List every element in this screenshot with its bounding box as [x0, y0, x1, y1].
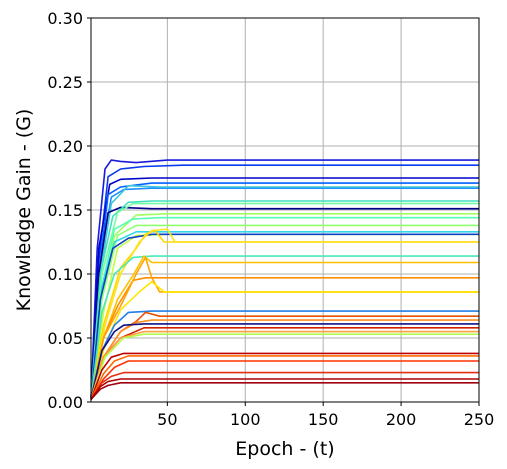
series-line-3 — [90, 177, 479, 400]
y-tick-label: 0.30 — [47, 9, 83, 28]
series-line-15 — [90, 233, 479, 400]
series-line-30 — [90, 352, 479, 400]
grid-lines — [91, 17, 480, 403]
y-tick-label: 0.05 — [47, 329, 83, 348]
series-line-21 — [90, 256, 479, 400]
series-line-12 — [90, 224, 479, 400]
series-line-22 — [90, 280, 479, 400]
series-line-20 — [90, 276, 479, 400]
series-line-27 — [90, 326, 479, 400]
series-lines — [90, 159, 479, 400]
series-line-7 — [90, 206, 479, 400]
series-line-33 — [90, 371, 479, 400]
x-tick-label: 50 — [157, 410, 177, 429]
series-line-1 — [90, 159, 479, 400]
series-line-32 — [90, 360, 479, 400]
x-tick-label: 100 — [230, 410, 261, 429]
series-line-31 — [90, 355, 479, 400]
x-axis-ticks: 50 100 150 200 250 — [157, 402, 494, 429]
y-tick-label: 0.15 — [47, 201, 83, 220]
series-line-5 — [90, 187, 479, 400]
x-axis-label: Epoch - (t) — [235, 438, 334, 460]
y-tick-label: 0.25 — [47, 73, 83, 92]
series-line-35 — [90, 381, 479, 400]
y-axis-ticks: 0.00 0.05 0.10 0.15 0.20 0.25 0.30 — [47, 9, 91, 412]
series-line-9 — [90, 202, 479, 400]
series-line-26 — [90, 323, 479, 400]
series-line-17 — [90, 228, 479, 400]
y-axis-label: Knowledge Gain - (G) — [13, 109, 35, 312]
series-line-28 — [90, 330, 479, 400]
x-tick-label: 200 — [386, 410, 417, 429]
y-tick-label: 0.20 — [47, 137, 83, 156]
series-line-34 — [90, 378, 479, 400]
series-line-18 — [90, 255, 479, 400]
series-line-29 — [90, 333, 479, 400]
x-tick-label: 250 — [464, 410, 495, 429]
y-tick-label: 0.10 — [47, 265, 83, 284]
x-tick-label: 150 — [308, 410, 339, 429]
y-tick-label: 0.00 — [47, 393, 83, 412]
series-line-8 — [90, 200, 479, 400]
